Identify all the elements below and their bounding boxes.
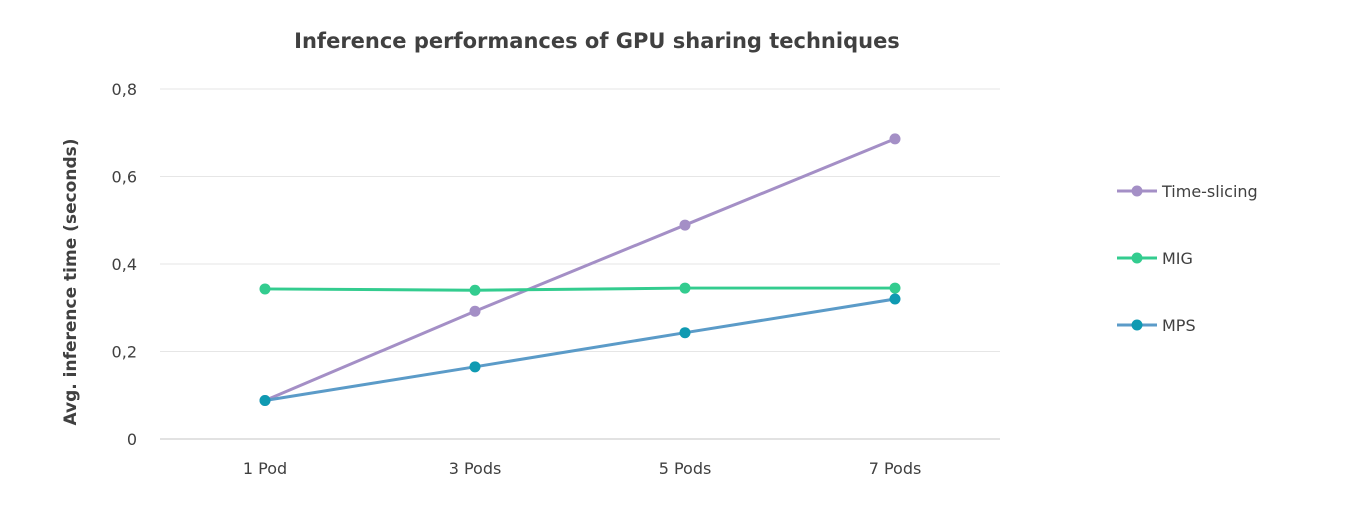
y-tick-label: 0 <box>127 430 137 449</box>
y-tick-label: 0,8 <box>112 80 137 99</box>
data-point-mig <box>259 283 271 295</box>
x-tick-label: 1 Pod <box>243 459 287 478</box>
x-tick-label: 5 Pods <box>659 459 712 478</box>
series-lines <box>259 133 901 406</box>
x-axis-ticks: 1 Pod 3 Pods 5 Pods 7 Pods <box>243 459 921 478</box>
series-line-time-slicing <box>264 137 896 402</box>
y-axis-title: Avg. inference time (seconds) <box>61 138 81 425</box>
series-mps <box>259 293 901 406</box>
legend: Time-slicing MIG MPS <box>1117 182 1258 335</box>
chart-title: Inference performances of GPU sharing te… <box>294 29 900 53</box>
x-tick-label: 3 Pods <box>449 459 502 478</box>
data-point-mig <box>469 284 481 296</box>
y-tick-label: 0,2 <box>112 343 137 362</box>
data-point-time-slicing <box>889 133 901 145</box>
data-point-mps <box>679 327 691 339</box>
data-point-time-slicing <box>469 305 481 317</box>
y-axis-ticks: 0 0,2 0,4 0,6 0,8 <box>112 80 137 449</box>
data-point-mig <box>679 282 691 294</box>
legend-item-mps: MPS <box>1117 316 1196 335</box>
series-line-mps <box>264 297 896 402</box>
y-tick-label: 0,4 <box>112 255 137 274</box>
data-point-mig <box>889 282 901 294</box>
series-mig <box>259 282 901 296</box>
legend-label: MPS <box>1162 316 1196 335</box>
legend-item-time-slicing: Time-slicing <box>1117 182 1258 201</box>
series-line-mig <box>264 286 895 292</box>
series-time-slicing <box>259 133 901 406</box>
legend-label: MIG <box>1162 249 1193 268</box>
legend-label: Time-slicing <box>1161 182 1258 201</box>
legend-swatch-marker <box>1131 319 1143 331</box>
data-point-mps <box>259 395 271 406</box>
gridlines <box>160 88 1000 440</box>
data-point-mps <box>469 361 481 373</box>
data-point-time-slicing <box>679 219 691 231</box>
x-tick-label: 7 Pods <box>869 459 922 478</box>
legend-swatch-marker <box>1131 185 1143 197</box>
legend-swatch-marker <box>1131 252 1143 264</box>
data-point-mps <box>889 293 901 305</box>
y-tick-label: 0,6 <box>112 168 137 187</box>
legend-item-mig: MIG <box>1117 249 1193 268</box>
